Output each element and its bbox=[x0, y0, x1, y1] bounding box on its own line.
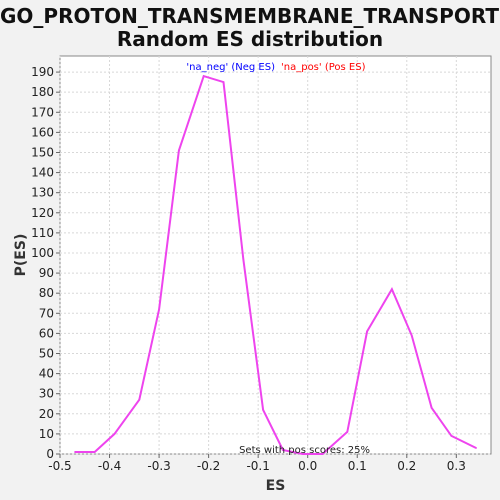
y-tick-label: 70 bbox=[39, 306, 54, 320]
y-tick-label: 100 bbox=[31, 246, 54, 260]
data-point bbox=[391, 288, 393, 290]
data-point bbox=[366, 330, 368, 333]
data-point bbox=[138, 398, 141, 401]
data-point bbox=[178, 149, 180, 152]
data-point bbox=[222, 81, 225, 83]
y-tick-label: 10 bbox=[39, 427, 54, 441]
annotation-pos-scores: Sets with pos scores: 25% bbox=[239, 445, 370, 456]
x-tick-label: 0.2 bbox=[397, 459, 416, 473]
data-point bbox=[410, 334, 413, 337]
data-point bbox=[450, 435, 453, 437]
x-tick-label: 0.3 bbox=[447, 459, 466, 473]
data-point bbox=[158, 308, 160, 311]
y-tick-label: 170 bbox=[31, 105, 54, 119]
data-point bbox=[74, 451, 76, 453]
x-tick-label: -0.3 bbox=[147, 459, 170, 473]
x-tick-label: 0.0 bbox=[298, 459, 317, 473]
data-point bbox=[321, 453, 324, 455]
series-layer bbox=[74, 74, 477, 455]
y-tick-label: 150 bbox=[31, 145, 54, 159]
chart-title-line1: GO_PROTON_TRANSMEMBRANE_TRANSPORT: bbox=[0, 4, 500, 28]
chart-title-line2: Random ES distribution bbox=[116, 27, 384, 51]
y-tick-label: 0 bbox=[46, 447, 54, 461]
x-tick-label: -0.1 bbox=[246, 459, 269, 473]
y-tick-label: 20 bbox=[39, 407, 54, 421]
y-tick-label: 60 bbox=[39, 326, 54, 340]
series-line bbox=[74, 74, 477, 455]
data-point bbox=[93, 451, 96, 453]
y-tick-label: 80 bbox=[39, 286, 54, 300]
legend-pos: 'na_pos' (Pos ES) bbox=[281, 62, 366, 73]
x-axis-label: ES bbox=[266, 478, 286, 494]
y-tick-label: 140 bbox=[31, 166, 54, 180]
y-tick-label: 160 bbox=[31, 125, 54, 139]
y-tick-label: 180 bbox=[31, 85, 54, 99]
y-tick-label: 120 bbox=[31, 206, 54, 220]
y-tick-label: 110 bbox=[31, 226, 54, 240]
x-tick-label: -0.4 bbox=[98, 459, 121, 473]
y-axis-label: P(ES) bbox=[13, 234, 29, 277]
x-tick-label: -0.2 bbox=[197, 459, 220, 473]
y-axis: 0 10 20 30 40 50 60 70 80 90 100 110 120 130 140 150 160… bbox=[31, 65, 60, 461]
data-point bbox=[282, 449, 284, 451]
data-point bbox=[301, 453, 304, 455]
legend-neg: 'na_neg' (Neg ES) bbox=[186, 62, 275, 73]
y-tick-label: 190 bbox=[31, 65, 54, 79]
y-tick-label: 40 bbox=[39, 367, 54, 381]
y-tick-label: 50 bbox=[39, 346, 54, 360]
data-point bbox=[202, 75, 205, 77]
x-axis: -0.5 -0.4 -0.3 -0.2 -0.1 0.0 0.1 0.2 0.3 bbox=[48, 454, 466, 473]
x-tick-label: 0.1 bbox=[348, 459, 367, 473]
plot-area bbox=[59, 55, 492, 455]
data-point bbox=[113, 433, 116, 435]
data-point bbox=[346, 431, 349, 433]
data-point bbox=[242, 258, 245, 260]
x-tick-label: -0.5 bbox=[48, 459, 71, 473]
y-tick-label: 90 bbox=[39, 266, 54, 280]
y-tick-label: 30 bbox=[39, 387, 54, 401]
data-point bbox=[430, 406, 433, 409]
data-point bbox=[475, 447, 477, 449]
y-tick-label: 130 bbox=[31, 186, 54, 200]
data-point bbox=[262, 408, 264, 411]
